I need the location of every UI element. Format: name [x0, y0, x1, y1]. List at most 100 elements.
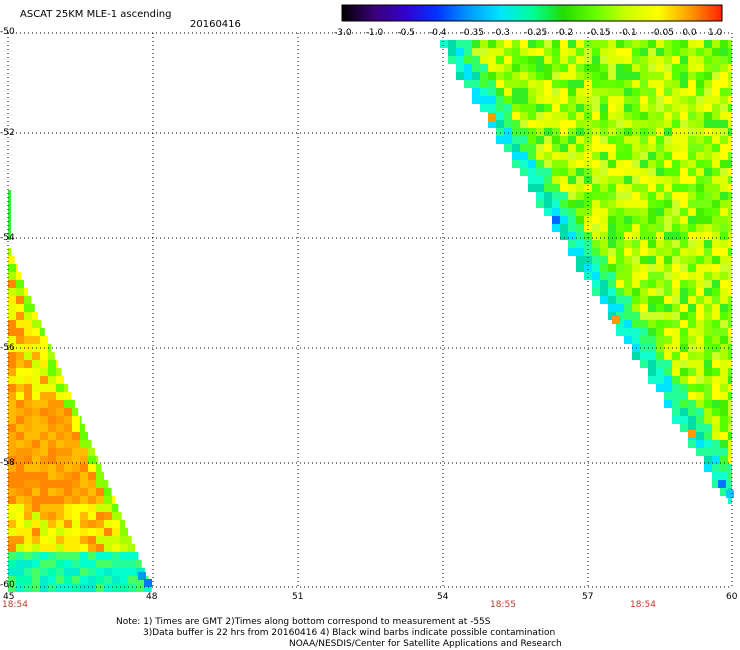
swath-cell [712, 200, 720, 208]
swath-cell [688, 320, 696, 328]
swath-cell [568, 176, 576, 184]
swath-cell [672, 416, 680, 424]
swath-cell [688, 424, 696, 432]
swath-cell [712, 376, 720, 384]
swath-cell [664, 104, 672, 112]
swath-cell [632, 320, 640, 328]
swath-cell [536, 72, 544, 80]
swath-cell [688, 168, 696, 176]
swath-cell [32, 400, 40, 408]
swath-cell [8, 472, 16, 480]
swath-cell [656, 352, 664, 360]
swath-cell [8, 576, 16, 584]
swath-cell [680, 320, 688, 328]
swath-cell [624, 176, 632, 184]
swath-cell [16, 360, 24, 368]
swath-cell [584, 232, 592, 240]
swath-cell [720, 96, 728, 104]
swath-cell [16, 576, 24, 584]
swath-cell [648, 224, 656, 232]
swath-cell [608, 232, 616, 240]
swath-cell [640, 64, 648, 72]
swath-cell [528, 136, 536, 144]
swath-cell [672, 272, 680, 280]
swath-cell [656, 56, 664, 64]
swath-cell [712, 56, 720, 64]
swath-cell [48, 472, 56, 480]
swath-cell [32, 320, 40, 328]
swath-cell [704, 408, 712, 416]
swath-cell [640, 328, 648, 336]
swath-cell [616, 216, 624, 224]
swath-cell [704, 112, 712, 120]
swath-cell [624, 304, 632, 312]
swath-cell [120, 544, 128, 552]
swath-cell [544, 80, 552, 88]
swath-cell [624, 264, 632, 272]
swath-cell [584, 88, 592, 96]
swath-cell [40, 336, 48, 344]
swath-cell [120, 568, 128, 576]
swath-cell [632, 72, 640, 80]
swath-cell [8, 456, 16, 464]
swath-cell [656, 200, 664, 208]
swath-cell [16, 464, 24, 472]
swath-cell [32, 520, 40, 528]
swath-cell [616, 208, 624, 216]
swath-cell [536, 80, 544, 88]
swath-cell [712, 320, 720, 328]
swath-cell [648, 376, 656, 384]
swath-cell [664, 304, 672, 312]
swath-cell [568, 128, 576, 136]
swath-cell [544, 184, 552, 192]
swath-cell [640, 96, 648, 104]
swath-cell [648, 152, 656, 160]
swath-cell [640, 240, 648, 248]
swath-cell [560, 72, 568, 80]
swath-cell [592, 280, 600, 288]
swath-cell [24, 400, 32, 408]
swath-cell [720, 72, 728, 80]
swath-cell [488, 80, 496, 88]
swath-cell [32, 552, 40, 560]
swath-cell [488, 120, 496, 128]
swath-cell [8, 568, 16, 576]
swath-cell [608, 192, 616, 200]
x-label-5: 57 [582, 592, 594, 602]
swath-cell [472, 72, 480, 80]
swath-cell [480, 104, 488, 112]
swath-cell [600, 272, 608, 280]
swath-cell [592, 152, 600, 160]
swath-cell [648, 264, 656, 272]
swath-cell [704, 232, 712, 240]
swath-cell [24, 536, 32, 544]
swath-cell [704, 88, 712, 96]
swath-cell [672, 72, 680, 80]
swath-cell [728, 336, 732, 344]
swath-cell [576, 48, 584, 56]
swath-cell [32, 568, 40, 576]
swath-cell [576, 136, 584, 144]
swath-cell [80, 480, 88, 488]
swath-cell [8, 528, 16, 536]
swath-cell [616, 128, 624, 136]
swath-cell [720, 208, 728, 216]
swath-cell [448, 48, 456, 56]
swath-cell [696, 376, 704, 384]
swath-cell [704, 104, 712, 112]
swath-cell [88, 576, 96, 584]
swath-cell [32, 304, 35, 312]
swath-cell [648, 192, 656, 200]
swath-cell [656, 384, 664, 392]
swath-cell [16, 384, 24, 392]
swath-cell [112, 520, 120, 528]
swath-cell [32, 360, 40, 368]
swath-cell [696, 272, 704, 280]
swath-cell [680, 176, 688, 184]
swath-cell [664, 168, 672, 176]
swath-cell [696, 368, 704, 376]
swath-cell [680, 184, 688, 192]
swath-cell [696, 136, 704, 144]
swath-cell [616, 40, 624, 48]
swath-cell [688, 304, 696, 312]
